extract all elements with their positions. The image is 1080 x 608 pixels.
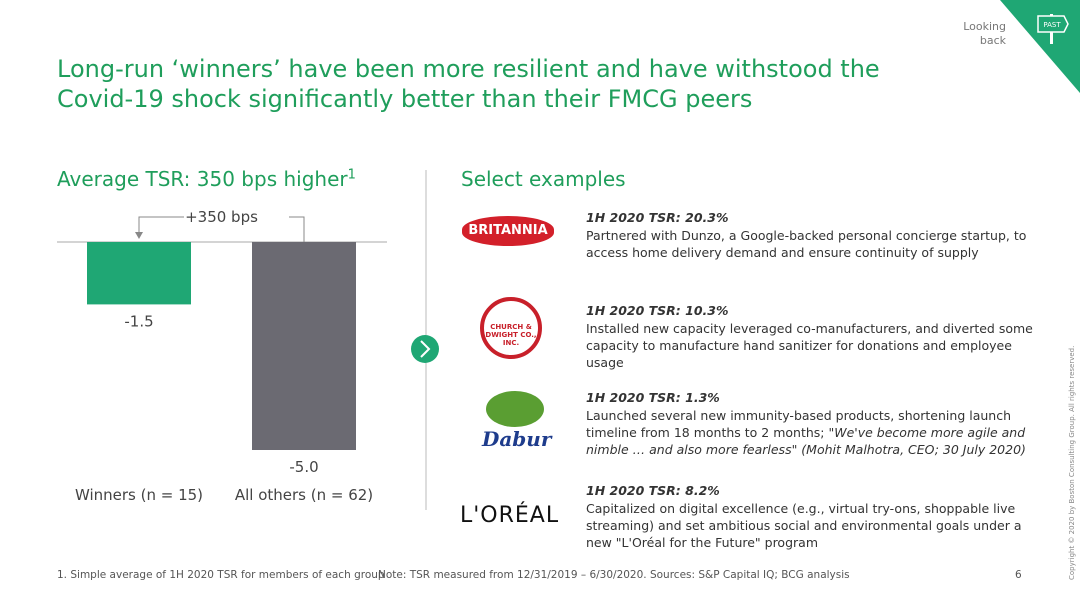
example-tsr: 1H 2020 TSR: 20.3%	[586, 210, 729, 225]
logo: BRITANNIA	[462, 216, 554, 246]
example-tsr: 1H 2020 TSR: 1.3%	[586, 390, 720, 405]
x-tick-label: Winners (n = 15)	[75, 486, 203, 504]
logo: L'ORÉAL	[460, 503, 560, 528]
example-body: Launched several new immunity-based prod…	[586, 408, 1011, 440]
logo: CHURCH & DWIGHT CO., INC.	[480, 297, 542, 359]
copyright: Copyright © 2020 by Boston Consulting Gr…	[1068, 345, 1076, 580]
corner-label: Looking back	[963, 20, 1006, 47]
x-tick-label: All others (n = 62)	[235, 486, 373, 504]
page-number: 6	[1015, 569, 1022, 581]
example-text: Launched several new immunity-based prod…	[586, 407, 1051, 458]
sign-label: PAST	[1043, 21, 1061, 29]
divider	[411, 170, 439, 510]
logo: Dabur	[478, 391, 552, 455]
source-note: Note: TSR measured from 12/31/2019 – 6/3…	[378, 569, 850, 581]
bracket	[138, 216, 305, 242]
logo-tree	[486, 391, 544, 427]
bar-chart: -1.5 Winners (n = 15) -5.0 All others (n = …	[57, 208, 387, 504]
example-text: Partnered with Dunzo, a Google-backed pe…	[586, 227, 1051, 261]
example-body: Partnered with Dunzo, a Google-backed pe…	[586, 228, 1027, 260]
bracket-arrow	[135, 232, 143, 239]
bar	[252, 242, 356, 450]
example-body: Installed new capacity leveraged co-manu…	[586, 321, 1033, 370]
example-tsr: 1H 2020 TSR: 10.3%	[586, 303, 729, 318]
logo-text: Dabur	[482, 427, 552, 451]
corner-tab: PAST	[1000, 0, 1080, 93]
chart-title-text: Average TSR: 350 bps higher	[57, 167, 348, 191]
annotation: +350 bps	[185, 208, 258, 226]
example-text: Capitalized on digital excellence (e.g.,…	[586, 500, 1051, 551]
footnote: 1. Simple average of 1H 2020 TSR for mem…	[57, 569, 385, 581]
bar	[87, 242, 191, 305]
example-tsr: 1H 2020 TSR: 8.2%	[586, 483, 720, 498]
examples-title: Select examples	[461, 167, 626, 191]
example-quote: "We've become more agile and nimble … an…	[586, 425, 1026, 457]
value-label: -5.0	[289, 458, 318, 476]
example-text: Installed new capacity leveraged co-manu…	[586, 320, 1051, 371]
footnote-ref: 1	[347, 167, 356, 183]
slide-title: Long-run ‘winners’ have been more resili…	[57, 55, 880, 113]
value-label: -1.5	[124, 312, 153, 330]
chart-title: Average TSR: 350 bps higher1	[57, 167, 356, 191]
example-body: Capitalized on digital excellence (e.g.,…	[586, 501, 1022, 550]
